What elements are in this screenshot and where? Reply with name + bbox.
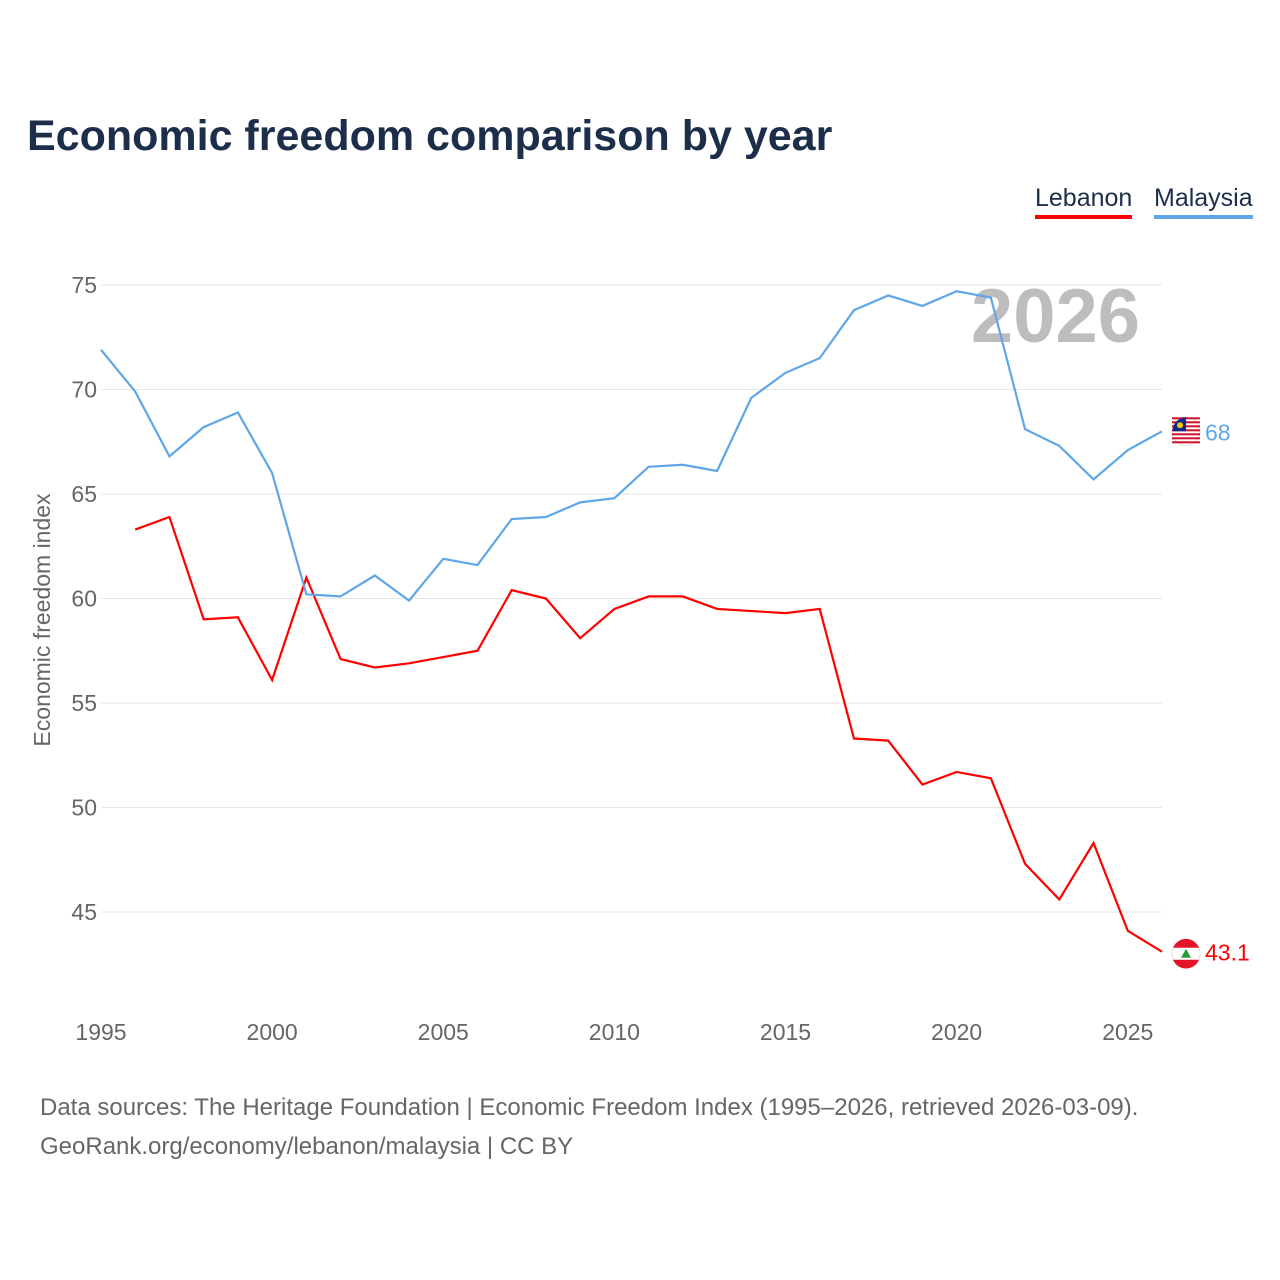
y-tick-label: 55 [71,690,97,716]
x-tick-label: 2010 [589,1019,640,1045]
end-label-malaysia: 68 [1205,419,1231,445]
legend-lebanon[interactable]: Lebanon [1035,184,1133,219]
chart-title: Economic freedom comparison by year [27,112,833,160]
footer: Data sources: The Heritage Foundation | … [40,1088,1138,1166]
legend-malaysia[interactable]: Malaysia [1154,184,1253,219]
x-tick-label: 2020 [931,1019,982,1045]
flag-icon-lebanon [1171,938,1201,969]
y-tick-label: 65 [71,481,97,507]
footer-credit: GeoRank.org/economy/lebanon/malaysia | C… [40,1133,574,1160]
series-line-lebanon [134,515,1163,953]
y-tick-label: 60 [71,586,97,612]
year-watermark: 2026 [971,274,1140,359]
y-tick-label: 50 [71,795,97,821]
flag-icon-malaysia [1171,416,1201,446]
x-tick-label: 2015 [760,1019,811,1045]
x-tick-label: 2000 [247,1019,298,1045]
footer-sources: Data sources: The Heritage Foundation | … [40,1094,1139,1121]
y-axis-label: Economic freedom index [29,493,55,747]
x-tick-label: 2025 [1102,1019,1153,1045]
series-line-malaysia [100,290,1163,603]
x-tick-label: 2005 [418,1019,469,1045]
y-tick-label: 75 [71,272,97,298]
x-tick-label: 1995 [75,1019,126,1045]
end-label-lebanon: 43.1 [1205,940,1250,966]
y-tick-label: 70 [71,377,97,403]
y-tick-label: 45 [71,899,97,925]
